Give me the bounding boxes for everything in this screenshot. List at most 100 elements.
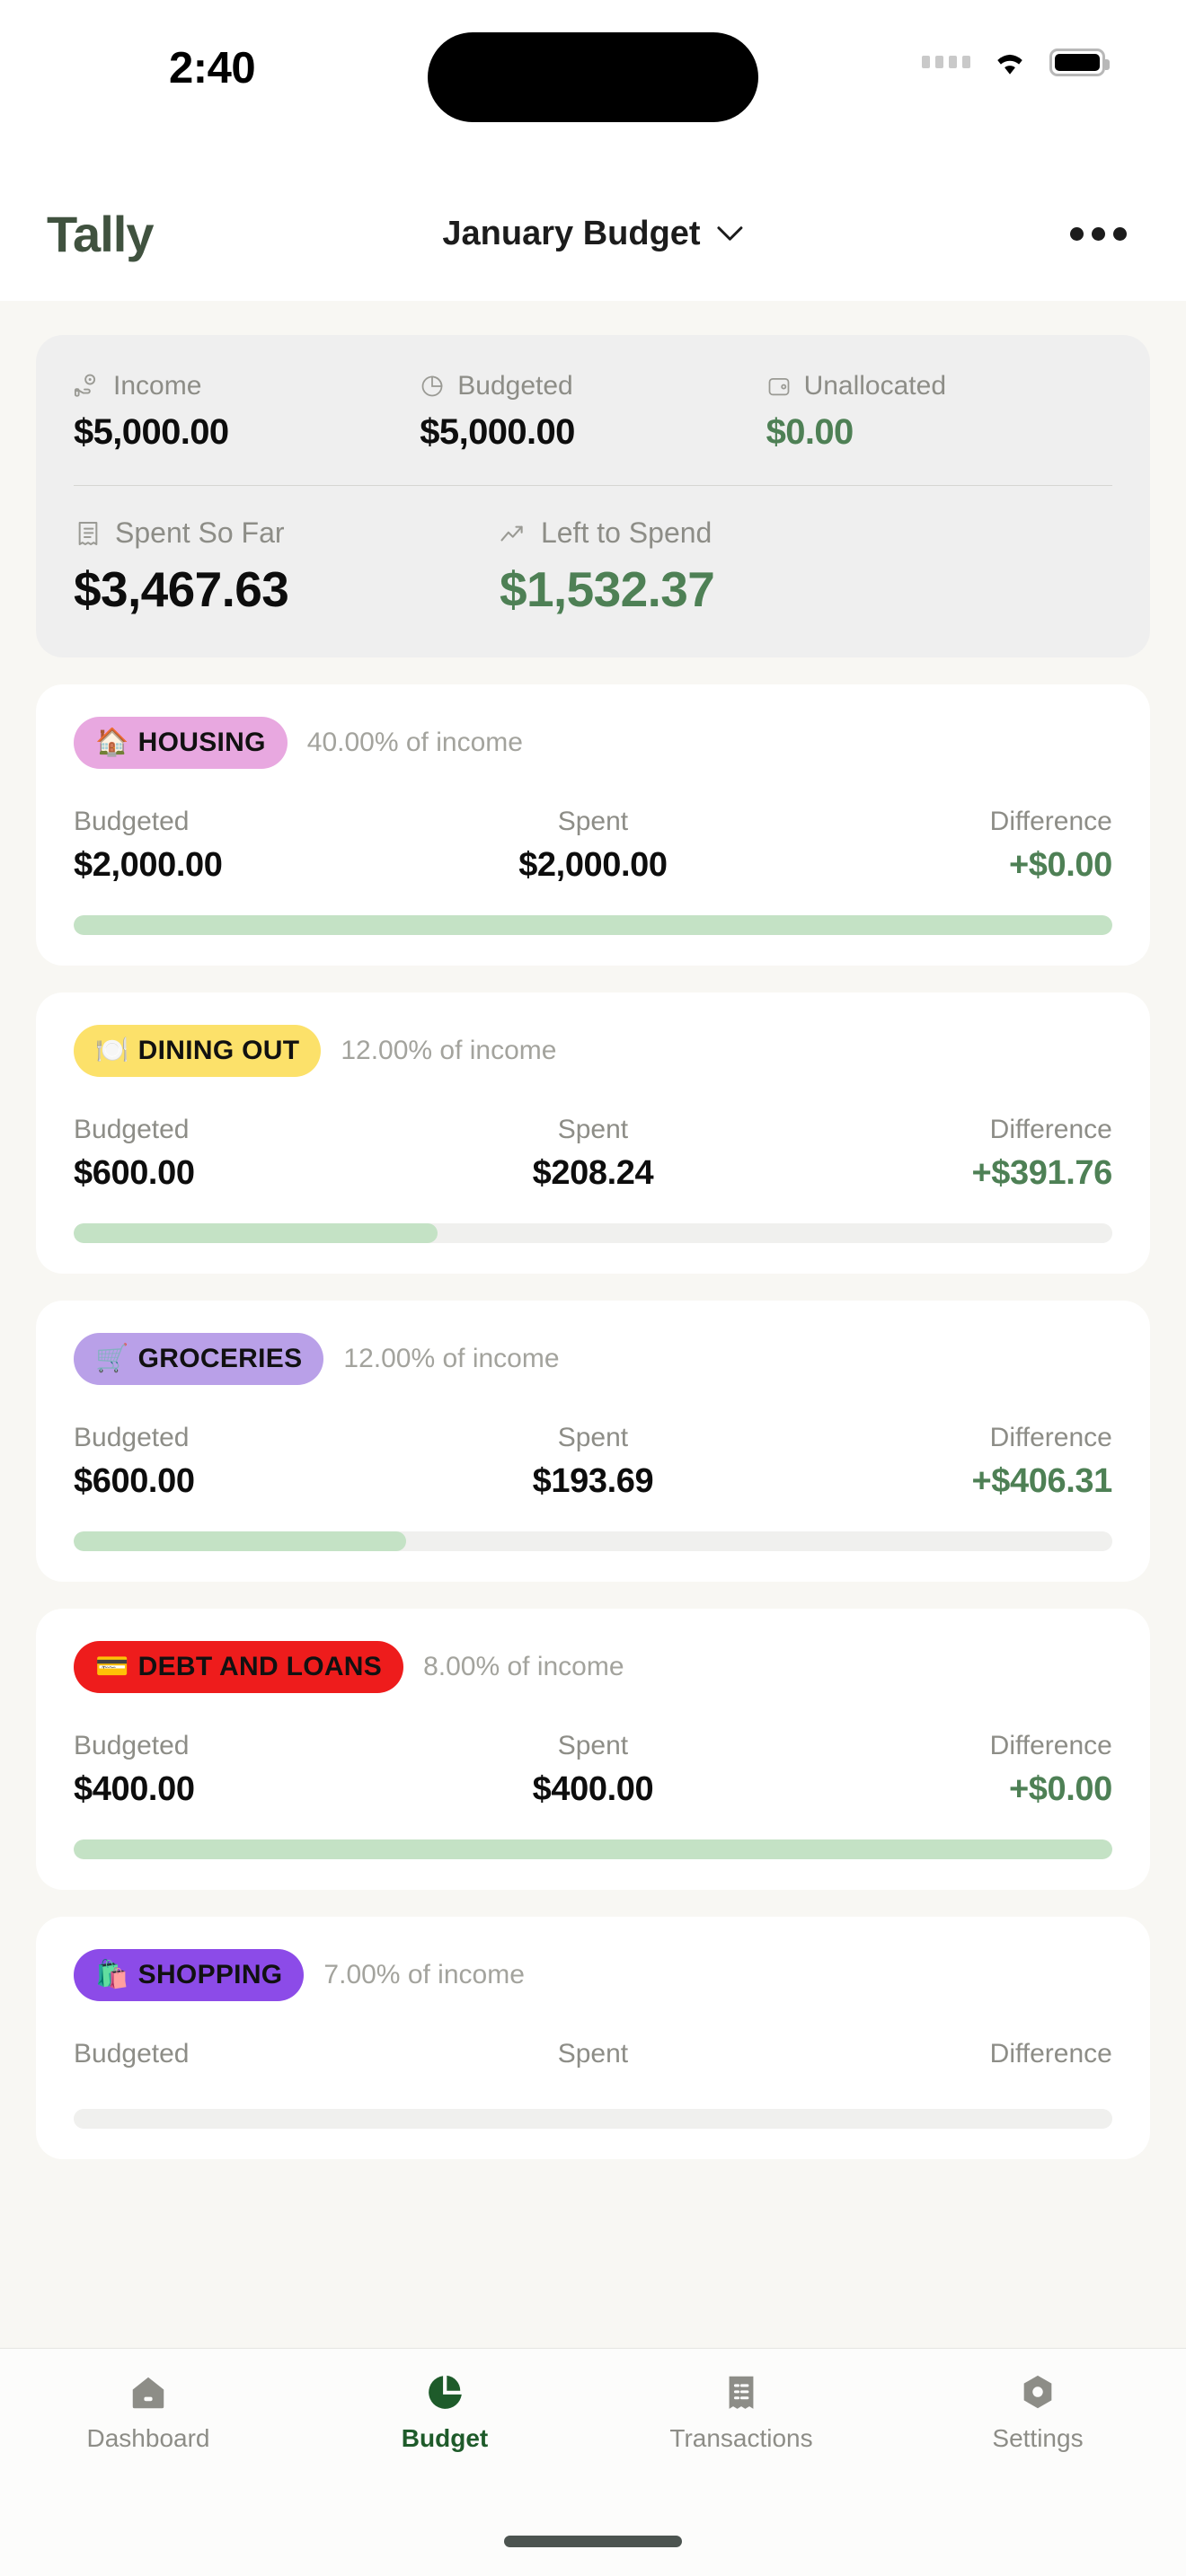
category-budgeted: Budgeted $400.00 [74, 1731, 420, 1809]
category-progress-fill [74, 915, 1112, 935]
summary-income: Income $5,000.00 [74, 371, 420, 453]
category-spent: Spent $400.00 [420, 1731, 766, 1809]
status-bar-indicators [922, 47, 1110, 77]
category-emoji-icon: 🛍️ [95, 1960, 129, 1989]
tab-dashboard-label: Dashboard [86, 2424, 210, 2452]
category-spent-value: $2,000.00 [518, 846, 668, 884]
category-spent: Spent $208.24 [420, 1115, 766, 1193]
category-figures: Budgeted $600.00 Spent $193.69 Difference +$4… [74, 1423, 1112, 1501]
summary-unallocated: Unallocated $0.00 [766, 371, 1112, 453]
category-header: 🍽️ DINING OUT 12.00% of income [74, 1025, 1112, 1077]
category-progress-track [74, 2109, 1112, 2129]
trending-up-icon [500, 525, 523, 541]
category-card[interactable]: 🏠 HOUSING 40.00% of income Budgeted $2,000.0… [36, 684, 1150, 966]
summary-spent-label: Spent So Far [115, 516, 285, 549]
wifi-icon [997, 54, 1022, 75]
category-difference-label: Difference [989, 2039, 1112, 2069]
more-options-button[interactable] [1058, 215, 1139, 253]
app-header: Tally January Budget [0, 166, 1186, 301]
category-budgeted-label: Budgeted [74, 1423, 190, 1452]
category-emoji-icon: 💳 [95, 1652, 129, 1681]
category-budgeted-value: $600.00 [74, 1462, 195, 1500]
category-list: 🏠 HOUSING 40.00% of income Budgeted $2,000.0… [36, 684, 1150, 2159]
category-percent-of-income: 7.00% of income [323, 1960, 525, 1989]
category-header: 🛍️ SHOPPING 7.00% of income [74, 1949, 1112, 2001]
summary-budgeted: Budgeted $5,000.00 [420, 371, 766, 453]
summary-row-bottom: Spent So Far $3,467.63 Left to Spend $1,… [74, 516, 1112, 618]
category-budgeted-label: Budgeted [74, 1115, 190, 1144]
summary-unallocated-label-group: Unallocated [766, 371, 1112, 401]
signal-dots-icon [922, 56, 970, 68]
tab-dashboard[interactable]: Dashboard [0, 2372, 296, 2576]
category-spent-label: Spent [557, 1115, 629, 1144]
category-figures: Budgeted $2,000.00 Spent $2,000.00 Differenc… [74, 807, 1112, 885]
pie-chart-icon [429, 2375, 462, 2409]
tab-settings-label: Settings [992, 2424, 1084, 2452]
category-badge: 🛍️ SHOPPING [74, 1949, 305, 2001]
category-difference-value: +$406.31 [971, 1462, 1112, 1500]
category-badge: 💳 DEBT AND LOANS [74, 1641, 404, 1693]
category-difference: Difference +$0.00 [766, 807, 1113, 885]
category-figures: Budgeted Spent Difference [74, 2039, 1112, 2078]
category-card[interactable]: 🍽️ DINING OUT 12.00% of income Budgeted $600… [36, 992, 1150, 1274]
more-options-icon [1070, 226, 1084, 241]
tab-transactions[interactable]: Transactions [593, 2372, 890, 2576]
summary-budgeted-value: $5,000.00 [420, 412, 575, 452]
category-card[interactable]: 💳 DEBT AND LOANS 8.00% of income Budgeted $4… [36, 1609, 1150, 1890]
summary-unallocated-label: Unallocated [803, 371, 946, 401]
home-indicator [504, 2536, 682, 2547]
summary-left-label: Left to Spend [540, 516, 712, 549]
category-progress-fill [74, 1223, 438, 1243]
category-name: SHOPPING [137, 1960, 283, 1989]
tab-settings[interactable]: Settings [890, 2372, 1186, 2576]
summary-spent-value: $3,467.63 [74, 561, 289, 617]
category-budgeted-value: $400.00 [74, 1770, 195, 1808]
category-budgeted-label: Budgeted [74, 2039, 190, 2069]
chevron-down-icon [717, 226, 743, 241]
category-difference: Difference +$406.31 [766, 1423, 1112, 1501]
summary-budgeted-label: Budgeted [457, 371, 573, 401]
category-difference: Difference +$0.00 [766, 1731, 1113, 1809]
category-name: HOUSING [137, 728, 266, 757]
category-difference: Difference +$391.76 [766, 1115, 1112, 1193]
category-budgeted-value: $2,000.00 [74, 846, 223, 884]
category-spent-value: $400.00 [532, 1770, 654, 1808]
budget-scroll-area[interactable]: Income $5,000.00 Budgeted $5,000.00 [0, 301, 1186, 2348]
tab-budget[interactable]: Budget [296, 2372, 593, 2576]
category-figures: Budgeted $600.00 Spent $208.24 Difference +$3… [74, 1115, 1112, 1193]
category-header: 🛒 GROCERIES 12.00% of income [74, 1333, 1112, 1385]
summary-spent-label-group: Spent So Far [74, 516, 500, 550]
category-progress-track [74, 1223, 1112, 1243]
category-budgeted: Budgeted [74, 2039, 420, 2078]
category-difference-label: Difference [989, 1115, 1112, 1144]
category-emoji-icon: 🛒 [95, 1344, 129, 1373]
category-difference-value: +$0.00 [1008, 1770, 1112, 1808]
summary-income-label-group: Income [74, 371, 420, 401]
category-progress-track [74, 915, 1112, 935]
category-badge: 🍽️ DINING OUT [74, 1025, 322, 1077]
category-name: DEBT AND LOANS [137, 1652, 383, 1681]
category-budgeted: Budgeted $600.00 [74, 1115, 420, 1193]
category-card[interactable]: 🛒 GROCERIES 12.00% of income Budgeted $600.0… [36, 1301, 1150, 1582]
budget-name-label: January Budget [442, 214, 701, 252]
gear-icon [1023, 2375, 1052, 2409]
status-bar: 2:40 [0, 0, 1186, 166]
category-percent-of-income: 40.00% of income [306, 728, 523, 757]
category-progress-track [74, 1839, 1112, 1859]
summary-left-label-group: Left to Spend [500, 516, 925, 550]
category-card[interactable]: 🛍️ SHOPPING 7.00% of income Budgeted Spent Di… [36, 1917, 1150, 2159]
status-bar-time: 2:40 [169, 44, 256, 93]
category-spent: Spent [420, 2039, 766, 2078]
category-difference-label: Difference [989, 1423, 1112, 1452]
category-budgeted-label: Budgeted [74, 807, 190, 836]
category-spent-label: Spent [557, 1731, 629, 1760]
receipt-icon [729, 2376, 754, 2409]
battery-icon [1049, 48, 1110, 76]
category-difference: Difference [766, 2039, 1112, 2078]
category-percent-of-income: 8.00% of income [423, 1652, 624, 1681]
category-emoji-icon: 🍽️ [95, 1036, 129, 1065]
budget-selector[interactable]: January Budget [442, 215, 743, 253]
category-budgeted-value: $600.00 [74, 1154, 195, 1192]
category-difference-value: +$391.76 [971, 1154, 1112, 1192]
